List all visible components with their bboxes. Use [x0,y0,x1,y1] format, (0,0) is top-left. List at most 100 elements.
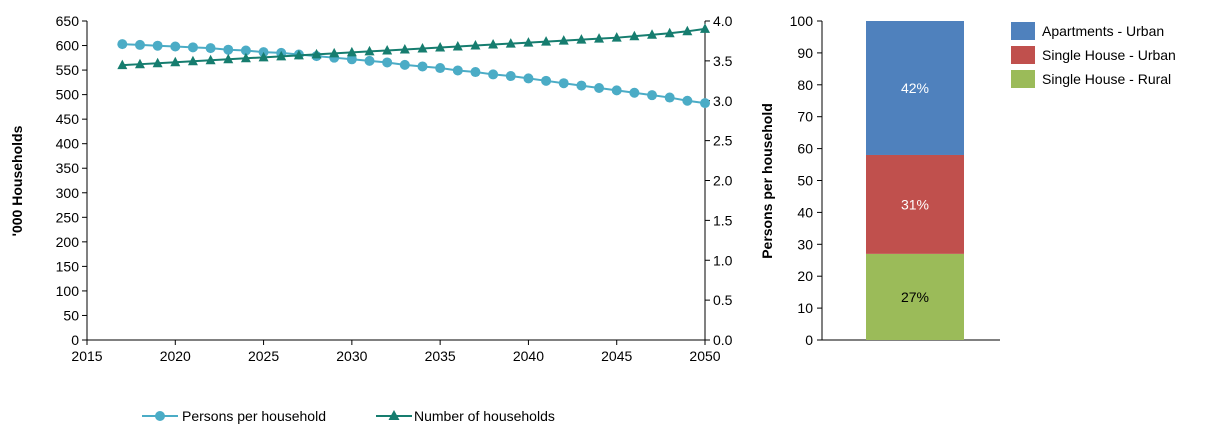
number-of-households-point [399,43,410,54]
number-of-households-point [470,40,481,50]
y-tick-label: 550 [56,62,80,78]
y-tick-label: 650 [56,13,80,29]
persons-per-household-point [117,39,128,50]
persons-per-household-point [382,57,393,68]
y-tick-label: 600 [56,38,80,54]
persons-per-household-point [134,39,145,50]
line-chart-axes: 0 50 100 150 200 250 300 350 400 450 500 550 600 650 0… [56,13,733,364]
number-of-households-point [223,53,234,64]
line-chart-legend: Persons per household Number of household… [142,408,555,424]
legend-label: Apartments - Urban [1042,23,1164,39]
y2-tick-label: 3.5 [713,53,733,69]
persons-per-household-point [452,65,463,76]
x-tick-label: 2025 [248,348,279,364]
number-of-households-point [435,42,446,52]
persons-per-household-point [505,71,516,82]
bar-segment-apartments-urban [866,21,964,155]
y-axis-title-households: '000 Households [9,125,25,236]
persons-per-household-point [558,78,569,89]
y-tick-label: 50 [63,307,79,323]
y-tick-label: 150 [56,258,80,274]
persons-per-household-point [346,54,357,65]
y2-tick-label: 0.0 [713,332,733,348]
persons-per-household-point [523,73,534,84]
persons-per-household-point [223,44,234,55]
bar-y-tick-label: 60 [797,141,813,157]
persons-per-household-point [576,80,587,91]
number-of-households-point [576,34,587,44]
bar-segment-label: 27% [901,289,929,305]
number-of-households-point [134,58,145,69]
number-of-households-point [293,49,304,60]
y-tick-label: 0 [71,332,79,348]
line-chart-series [117,23,710,109]
bar-segment-single-house-rural [866,253,964,340]
y-tick-label: 100 [56,283,80,299]
bar-y-tick-label: 0 [805,332,813,348]
bar-y-tick-label: 100 [790,13,814,29]
number-of-households-point [205,54,216,65]
bar-y-tick-label: 40 [797,204,813,220]
legend-swatch [1011,70,1035,88]
series-line-persons-per-household [122,43,706,105]
bar-segment-single-house-urban [866,154,964,254]
series-line-number-of-households [122,27,706,67]
y2-tick-label: 2.0 [713,173,733,189]
number-of-households-point [187,55,198,66]
legend-swatch [1011,46,1035,64]
persons-per-household-point [488,69,499,80]
y-tick-label: 400 [56,136,80,152]
bar-y-tick-label: 70 [797,109,813,125]
number-of-households-point [523,37,534,47]
bar-y-tick-label: 80 [797,77,813,93]
legend-label: Number of households [414,408,555,424]
persons-per-household-point [240,45,251,56]
persons-per-household-point [647,90,658,101]
x-tick-label: 2020 [160,348,191,364]
number-of-households-point [629,30,640,41]
y-tick-label: 500 [56,87,80,103]
persons-per-household-point [611,85,622,96]
bar-y-tick-label: 30 [797,236,813,252]
stacked-bar-chart: 0 10 20 30 40 50 60 70 80 90 100 27% 31% 42% Apartme… [790,13,1176,348]
persons-per-household-point [470,67,481,78]
persons-per-household-point [594,82,605,93]
number-of-households-point [417,42,428,53]
persons-per-household-point [187,42,198,53]
number-of-households-point [488,39,499,49]
y2-tick-label: 1.5 [713,212,733,228]
number-of-households-point [541,36,552,46]
bar-segment-label: 31% [901,196,929,212]
persons-per-household-point [417,61,428,72]
number-of-households-point [152,57,163,68]
legend-marker-triangle [388,410,400,420]
y-tick-label: 300 [56,185,80,201]
y2-tick-label: 1.0 [713,252,733,268]
number-of-households-point [647,29,658,39]
x-tick-label: 2045 [601,348,632,364]
bar-y-tick-label: 20 [797,268,813,284]
x-tick-label: 2040 [513,348,544,364]
bar-chart-axes: 0 10 20 30 40 50 60 70 80 90 100 [790,13,1000,348]
bar-y-tick-label: 90 [797,45,813,61]
y2-tick-label: 0.5 [713,292,733,308]
y2-tick-label: 4.0 [713,13,733,29]
y2-tick-label: 3.0 [713,93,733,109]
number-of-households-point [276,50,287,61]
number-of-households-point [364,45,375,56]
y-tick-label: 200 [56,234,80,250]
persons-per-household-point [629,87,640,98]
number-of-households-point [346,46,357,57]
persons-per-household-point [700,98,710,109]
legend-marker-circle [155,411,165,421]
y2-axis-title-persons: Persons per household [759,103,775,259]
number-of-households-point [682,25,693,36]
legend-label: Single House - Urban [1042,47,1176,63]
x-tick-label: 2050 [689,348,720,364]
bar-segment-label: 42% [901,80,929,96]
y2-tick-label: 2.5 [713,133,733,149]
number-of-households-point [611,32,622,42]
y-tick-label: 250 [56,209,80,225]
number-of-households-point [240,52,251,63]
